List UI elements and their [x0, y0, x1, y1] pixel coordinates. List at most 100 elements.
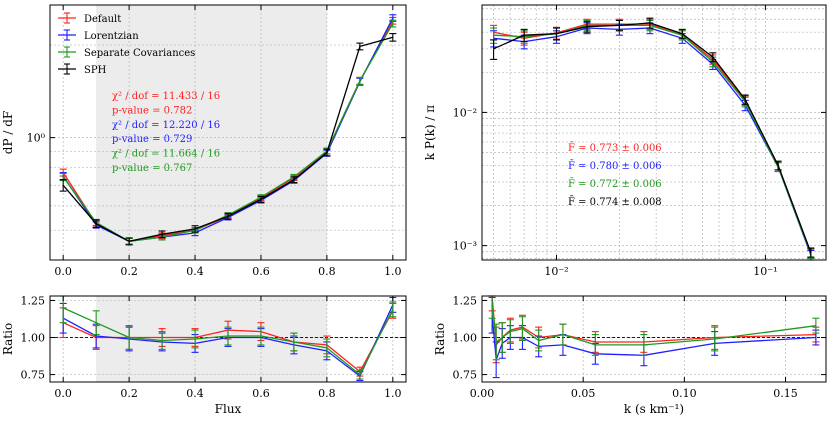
x-tick-label: 0.6 [252, 265, 270, 278]
x-tick-label: 0.10 [672, 387, 697, 400]
error-bar [812, 317, 820, 334]
error-bar [711, 326, 719, 352]
grid [50, 5, 406, 260]
series-sph [59, 33, 397, 246]
x-axis-label: k (s km⁻¹) [624, 402, 684, 416]
x-tick-label: 1.0 [384, 387, 402, 400]
axes-frame [481, 4, 827, 261]
x-tick-label: 10⁻¹ [753, 265, 777, 278]
series-separate-covariances [59, 295, 397, 380]
x-axis-label: Flux [215, 402, 242, 416]
error-bar [389, 19, 397, 28]
error-bar [224, 326, 232, 346]
series-sph [490, 17, 815, 258]
x-tick-label: 0.8 [318, 387, 336, 400]
x-tick-label: 0.15 [773, 387, 798, 400]
series-separate-covariances [488, 295, 820, 361]
y-tick-label: 1.25 [21, 294, 46, 307]
error-bar [257, 195, 265, 203]
ratio_flux-panel: 0.0 0.2 0.4 0.6 0.8 1.0 0.75 1.00 1.25 Ratio Flux [1, 294, 407, 416]
series-line [493, 27, 812, 256]
annotation: F̄ = 0.774 ± 0.008 [568, 196, 662, 208]
legend-label: SPH [84, 65, 107, 76]
error-bar [356, 369, 364, 380]
error-bar [552, 27, 560, 41]
error-bar [492, 323, 500, 361]
x-tick-label: 0.4 [186, 265, 204, 278]
error-bar [125, 237, 133, 246]
error-bar [591, 334, 599, 356]
error-bar [615, 19, 623, 32]
y-axis-label: Ratio [1, 323, 15, 355]
pk-panel: 10⁻² 10⁻¹ 10⁻³ 10⁻² k P(k) / π F̄ = 0.773 ± 0… [423, 4, 827, 278]
error-bar [224, 212, 232, 220]
legend: Default Lorentzian Separate Covariances SPH [58, 12, 195, 76]
y-tick-label: 0.75 [21, 369, 46, 382]
x-tick-label: 0.8 [318, 265, 336, 278]
x-tick-label: 0.0 [54, 387, 72, 400]
x-tick-label: 0.4 [186, 387, 204, 400]
annotation: p-value = 0.782 [112, 105, 192, 116]
y-axis-label: dP / dF [1, 111, 15, 154]
error-bar [678, 28, 686, 39]
x-tick-label: 0.0 [54, 265, 72, 278]
error-bar [488, 295, 496, 319]
error-bar [640, 334, 648, 356]
error-bar [518, 316, 526, 342]
axes-frame [49, 4, 407, 261]
annotation: F̄ = 0.780 ± 0.006 [568, 160, 662, 172]
pdf-panel: 0.0 0.2 0.4 0.6 0.8 1.0 10⁰ dP / dF Default Loren… [1, 4, 407, 278]
y-axis-label: Ratio [433, 323, 447, 355]
error-bar [741, 94, 749, 105]
error-bar [506, 319, 514, 344]
x-tick-label: 10⁻² [544, 265, 568, 278]
axes-frame [481, 295, 827, 383]
x-tick-label: 0.2 [120, 265, 138, 278]
error-bar [356, 42, 364, 51]
legend-label: Default [84, 14, 121, 25]
legend-label: Separate Covariances [84, 48, 195, 59]
y-tick-label: 0.75 [453, 369, 478, 382]
x-tick-label: 0.6 [252, 387, 270, 400]
y-tick-label: 1.25 [453, 294, 478, 307]
error-bar [356, 76, 364, 85]
error-bar [583, 21, 591, 33]
annotation: F̄ = 0.773 ± 0.006 [568, 142, 662, 154]
x-tick-label: 0.05 [571, 387, 596, 400]
legend-label: Lorentzian [84, 31, 139, 42]
error-bar [559, 323, 567, 346]
error-bar [520, 28, 528, 43]
error-bar [709, 52, 717, 63]
error-bar [389, 33, 397, 42]
error-bar [490, 39, 498, 60]
series-line [491, 300, 816, 346]
y-tick-label: 10⁰ [27, 132, 46, 145]
y-tick-label: 10⁻² [453, 106, 477, 119]
error-bar [92, 219, 100, 229]
error-bar [498, 322, 506, 353]
x-tick-label: 0.2 [120, 387, 138, 400]
error-bar [92, 310, 100, 336]
ratio_k-panel: 0.00 0.05 0.10 0.15 0.75 1.00 1.25 Ratio k (s km… [433, 294, 827, 416]
error-bar [323, 148, 331, 157]
annotation: χ² / dof = 11.433 / 16 [112, 91, 220, 102]
error-bar [290, 176, 298, 184]
grid [481, 296, 826, 382]
shaded-region [96, 5, 327, 260]
error-bar [59, 179, 67, 192]
grid [482, 5, 826, 260]
x-tick-label: 1.0 [384, 265, 402, 278]
annotation: F̄ = 0.772 ± 0.006 [568, 178, 662, 190]
error-bar [290, 332, 298, 352]
annotation: χ² / dof = 12.220 / 16 [112, 120, 220, 131]
error-bar [807, 247, 815, 258]
x-tick-label: 0.00 [470, 387, 495, 400]
y-axis-label: k P(k) / π [423, 105, 437, 160]
error-bar [191, 329, 199, 349]
error-bar [125, 325, 133, 350]
error-bar [257, 326, 265, 346]
error-bar [323, 338, 331, 358]
y-tick-label: 1.00 [21, 332, 46, 345]
error-bar [646, 17, 654, 29]
